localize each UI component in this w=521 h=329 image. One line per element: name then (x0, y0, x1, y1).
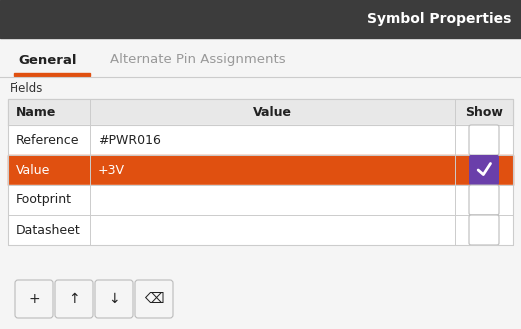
Text: ↑: ↑ (68, 292, 80, 306)
Bar (8, 185, 513, 215)
FancyBboxPatch shape (469, 185, 499, 215)
Bar (8, 99, 513, 245)
Text: Footprint: Footprint (16, 193, 72, 207)
Text: Datasheet: Datasheet (16, 223, 81, 237)
Text: +3V: +3V (98, 164, 125, 176)
FancyBboxPatch shape (95, 280, 133, 318)
Text: Reference: Reference (16, 134, 80, 146)
Text: Fields: Fields (10, 82, 43, 94)
Bar (0, 0, 521, 38)
FancyBboxPatch shape (469, 125, 499, 155)
Text: #PWR016: #PWR016 (98, 134, 161, 146)
Text: Symbol Properties: Symbol Properties (367, 12, 511, 26)
Text: ⌫: ⌫ (144, 292, 164, 306)
Text: Value: Value (253, 106, 292, 118)
FancyBboxPatch shape (135, 280, 173, 318)
FancyBboxPatch shape (469, 215, 499, 245)
Text: General: General (18, 54, 77, 66)
Text: Value: Value (16, 164, 51, 176)
Text: ↓: ↓ (108, 292, 120, 306)
FancyBboxPatch shape (55, 280, 93, 318)
Bar (0, 38, 521, 329)
Text: Name: Name (16, 106, 56, 118)
Bar (8, 99, 513, 125)
Bar (14, 73, 90, 76)
Text: +: + (28, 292, 40, 306)
Bar (8, 215, 513, 245)
FancyBboxPatch shape (15, 280, 53, 318)
Text: Alternate Pin Assignments: Alternate Pin Assignments (110, 54, 286, 66)
FancyBboxPatch shape (469, 155, 499, 185)
Bar (8, 155, 513, 185)
Bar (8, 125, 513, 155)
Text: Show: Show (465, 106, 503, 118)
